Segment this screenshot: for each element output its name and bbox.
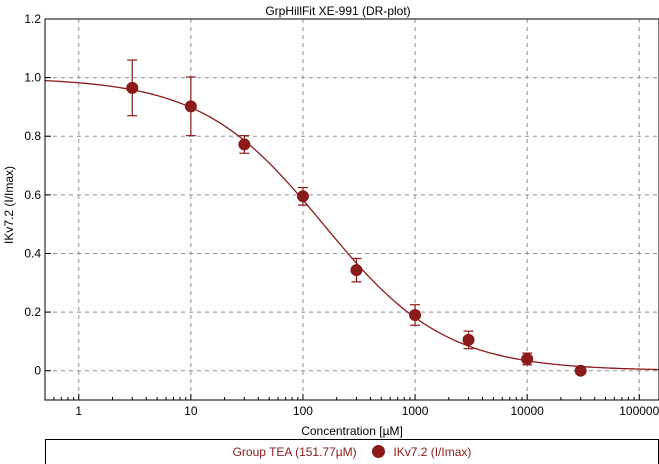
chart-title: GrpHillFit XE-991 (DR-plot)	[265, 4, 410, 18]
x-tick-label: 1000	[402, 404, 429, 418]
y-tick-label: 0.8	[24, 129, 41, 143]
dose-response-chart: 1 10 100 1000 10000 100000 0 0.2 0.4 0.6 0.8 1.0 1.…	[2, 4, 659, 438]
x-tick-label: 100	[293, 404, 313, 418]
y-tick-label: 0.2	[24, 305, 41, 319]
data-point	[462, 333, 475, 346]
y-axis-label: IKv7.2 (I/Imax)	[2, 166, 16, 244]
y-tick-label: 1.0	[24, 71, 41, 85]
data-point	[296, 190, 309, 203]
y-axis-ticks: 0 0.2 0.4 0.6 0.8 1.0 1.2	[24, 12, 51, 378]
data-point	[574, 364, 587, 377]
y-tick-label: 0.4	[24, 246, 41, 260]
x-tick-label: 100000	[619, 404, 659, 418]
legend-group-label: Group TEA (151.77µM)	[232, 445, 357, 459]
legend-series-label: IKv7.2 (I/Imax)	[393, 445, 472, 459]
y-tick-label: 0.6	[24, 188, 41, 202]
legend-content: Group TEA (151.77µM) IKv7.2 (I/Imax)	[46, 444, 658, 460]
data-point	[238, 138, 251, 151]
data-point	[350, 264, 363, 277]
legend-marker-icon	[372, 445, 386, 458]
data-point	[184, 100, 197, 113]
y-tick-label: 1.2	[24, 12, 41, 26]
x-tick-label: 10000	[510, 404, 544, 418]
data-point	[521, 352, 534, 365]
x-tick-label: 1	[75, 404, 82, 418]
chart-legend: Group TEA (151.77µM) IKv7.2 (I/Imax)	[45, 439, 659, 464]
x-tick-label: 10	[184, 404, 198, 418]
y-tick-label: 0	[34, 364, 41, 378]
plot-frame	[44, 18, 659, 401]
x-axis-ticks: 1 10 100 1000 10000 100000	[53, 394, 659, 418]
data-point	[409, 309, 422, 322]
data-point	[126, 81, 139, 94]
plot-area	[45, 19, 659, 400]
data-points-group	[126, 59, 587, 377]
grid-lines	[45, 19, 659, 400]
x-axis-label: Concentration [µM]	[301, 424, 403, 438]
